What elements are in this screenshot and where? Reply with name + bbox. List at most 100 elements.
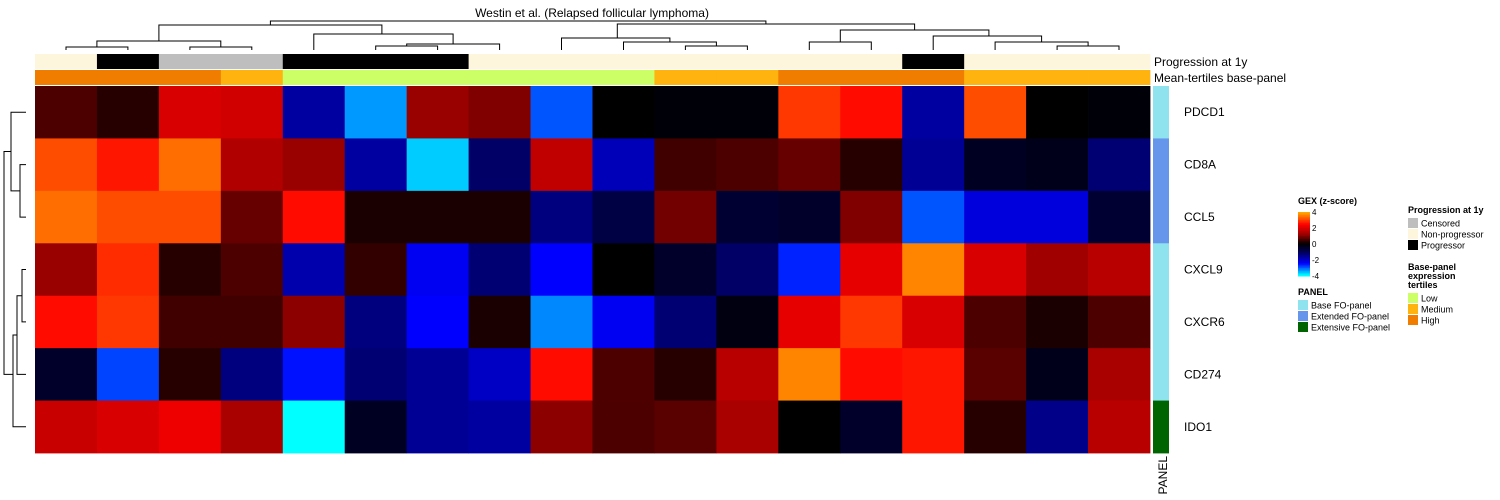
annotation-cell — [406, 70, 470, 85]
color-key-segment — [1298, 271, 1310, 274]
heatmap-cell — [592, 348, 655, 401]
dendrogram-link — [10, 111, 26, 192]
heatmap-cell — [1088, 348, 1151, 401]
color-key-segment — [1298, 250, 1310, 253]
color-key-segment — [1298, 212, 1310, 215]
color-key-segment — [1298, 253, 1310, 256]
legend-label: Extensive FO-panel — [1311, 323, 1390, 333]
color-key-segment — [1298, 218, 1310, 221]
color-key-segment — [1298, 252, 1310, 255]
dendrogram-link — [684, 45, 748, 50]
heatmap-cell — [344, 243, 408, 297]
annotation-cell — [654, 54, 717, 69]
heatmap-cell — [778, 243, 841, 297]
heatmap-cell — [778, 348, 841, 401]
color-key-segment — [1298, 231, 1310, 234]
annotation-label: Mean-tertiles base-panel — [1154, 71, 1286, 85]
color-key-segment — [1298, 232, 1310, 235]
heatmap-cell — [778, 400, 841, 454]
heatmap-cell — [840, 138, 903, 192]
annotation-cell — [716, 70, 779, 85]
heatmap-cell — [158, 348, 222, 401]
heatmap-cell — [1026, 400, 1089, 454]
annotation-cell — [96, 70, 160, 85]
color-key-segment — [1298, 236, 1310, 239]
color-key-segment — [1298, 213, 1310, 216]
color-key-segment — [1298, 263, 1310, 266]
color-key-segment — [1298, 268, 1310, 271]
heatmap-cell — [406, 295, 470, 349]
heatmap-cell — [220, 295, 284, 349]
heatmap-cell — [964, 295, 1027, 349]
color-key-segment — [1298, 255, 1310, 258]
color-key-segment — [1298, 215, 1310, 218]
heatmap-cell — [406, 138, 470, 192]
heatmap-cell — [840, 86, 903, 139]
heatmap-cell — [344, 86, 408, 139]
heatmap-cell — [158, 400, 222, 454]
dendrogram-link — [932, 35, 1043, 50]
heatmap-cell — [716, 86, 779, 139]
color-key-segment — [1298, 245, 1310, 248]
heatmap-cell — [654, 190, 717, 244]
heatmap-cell — [964, 138, 1027, 192]
heatmap-cell — [1088, 86, 1151, 139]
dendrogram-link — [65, 46, 129, 50]
heatmap-cell — [840, 190, 903, 244]
heatmap-cell — [158, 190, 222, 244]
panel-annotation-bar — [1153, 86, 1169, 454]
heatmap-cell — [406, 243, 470, 297]
heatmap-cell — [654, 243, 717, 297]
color-key-segment — [1298, 226, 1310, 229]
heatmap-cell — [344, 295, 408, 349]
panel-cell — [1153, 295, 1169, 349]
heatmap-cell — [282, 295, 346, 349]
color-key-segment — [1298, 228, 1310, 231]
color-key-segment — [1298, 221, 1310, 224]
heatmap-cell — [592, 243, 655, 297]
annotation-cell — [964, 70, 1027, 85]
legend-title: Base-panel — [1408, 262, 1456, 272]
dendrogram-link — [406, 43, 501, 50]
heatmap-cell — [344, 400, 408, 454]
panel-cell — [1153, 86, 1169, 139]
heatmap-cell — [778, 295, 841, 349]
annotation-cell — [654, 70, 717, 85]
heatmap-cell — [282, 86, 346, 139]
annotation-cell — [902, 54, 965, 69]
heatmap-cell — [840, 348, 903, 401]
dendrogram-link — [1056, 45, 1120, 50]
heatmap-cell — [1088, 243, 1151, 297]
color-key-segment — [1298, 244, 1310, 247]
dendrogram-link — [3, 151, 13, 375]
heatmap-cell — [282, 400, 346, 454]
dendrogram-link — [808, 41, 872, 50]
chart-title: Westin et al. (Relapsed follicular lymph… — [475, 6, 709, 20]
color-key-tick: 4 — [1312, 208, 1317, 217]
color-key-tick: -4 — [1312, 272, 1320, 281]
row-label: CCL5 — [1184, 210, 1215, 224]
heatmap-cell — [96, 400, 160, 454]
heatmap-cell — [654, 348, 717, 401]
row-labels: PDCD1 CD8A CCL5 CXCL9 CXCR6 CD274 IDO1 — [1184, 105, 1225, 434]
heatmap-cell — [964, 86, 1027, 139]
heatmap-cell — [220, 348, 284, 401]
annotation-cell — [592, 54, 655, 69]
dendrogram-link — [375, 45, 439, 50]
legend-swatch — [1408, 315, 1418, 325]
color-key-segment — [1298, 260, 1310, 263]
heatmap-cell — [964, 243, 1027, 297]
annotation-cell — [158, 70, 222, 85]
heatmap-cell — [654, 400, 717, 454]
annotation-cell — [468, 54, 531, 69]
heatmap-cell — [964, 348, 1027, 401]
heatmap-cell — [902, 400, 965, 454]
color-key-segment — [1298, 261, 1310, 264]
color-key-segment — [1298, 269, 1310, 272]
color-key-segment — [1298, 242, 1310, 245]
color-key-segment — [1298, 234, 1310, 237]
legend-label: Progressor — [1421, 241, 1465, 251]
color-key-tick: -2 — [1312, 256, 1320, 265]
dendrogram-link — [96, 40, 222, 47]
annotation-cell — [220, 54, 284, 69]
